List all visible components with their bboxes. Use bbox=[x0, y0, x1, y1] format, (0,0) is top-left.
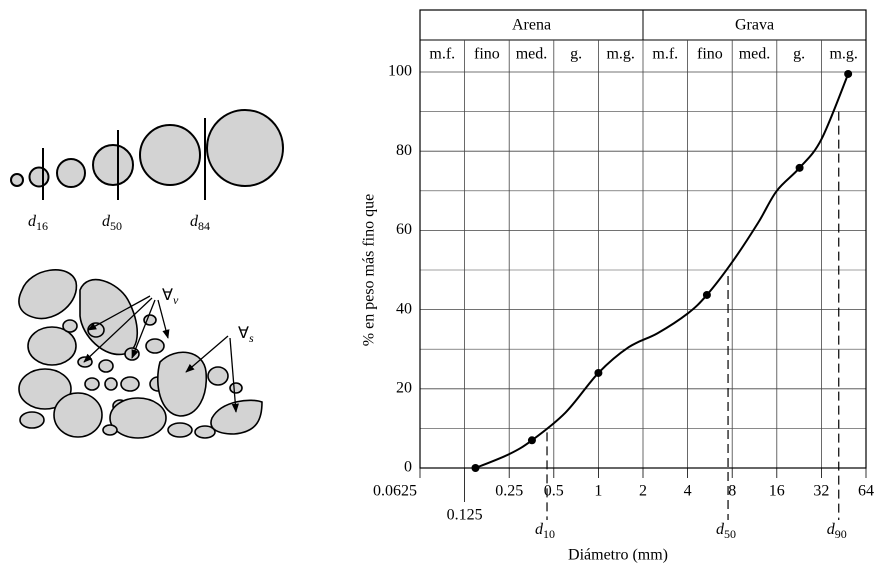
void-label: ∀v bbox=[162, 287, 179, 307]
data-point bbox=[844, 69, 853, 78]
class-label: m.g. bbox=[606, 46, 634, 63]
x-tick-label: 0.0625 bbox=[373, 483, 417, 500]
x-axis-label: Diámetro (mm) bbox=[568, 547, 668, 564]
x-tick-label: 64 bbox=[858, 483, 874, 500]
grain bbox=[10, 173, 24, 187]
size-illustration bbox=[10, 109, 284, 200]
y-tick-label: 0 bbox=[404, 459, 412, 476]
y-tick-label: 40 bbox=[396, 300, 412, 317]
curve bbox=[475, 73, 850, 469]
grain bbox=[92, 144, 134, 186]
ref-label: d90 bbox=[827, 521, 847, 541]
grain bbox=[139, 124, 201, 186]
size-label: d84 bbox=[190, 213, 210, 233]
x-tick-label: 4 bbox=[684, 483, 692, 500]
y-tick-label: 80 bbox=[396, 142, 412, 159]
x-tick-label: 1 bbox=[594, 483, 602, 500]
class-label: med. bbox=[516, 46, 548, 63]
class-label: m.g. bbox=[829, 46, 857, 63]
data-point bbox=[702, 290, 711, 299]
data-point bbox=[795, 163, 804, 172]
size-label: d16 bbox=[28, 213, 48, 233]
group-label: Grava bbox=[735, 17, 774, 34]
class-label: g. bbox=[793, 46, 805, 63]
plot-frame bbox=[419, 9, 867, 469]
class-label: fino bbox=[474, 46, 500, 63]
size-label: d50 bbox=[102, 213, 122, 233]
class-label: m.f. bbox=[652, 46, 678, 63]
plot: 0 20 40 60 80 100 Arena m.f. fino med. g. m.g. Grava… bbox=[373, 9, 874, 541]
ref-label: d50 bbox=[716, 521, 736, 541]
class-label: fino bbox=[697, 46, 723, 63]
y-tick-label: 60 bbox=[396, 221, 412, 238]
x-tick-label: 0.5 bbox=[544, 483, 564, 500]
grain bbox=[56, 158, 86, 188]
x-tick-label: 0.125 bbox=[447, 507, 483, 524]
grain bbox=[28, 166, 50, 188]
x-tick-label: 16 bbox=[769, 483, 785, 500]
class-label: g. bbox=[570, 46, 582, 63]
data-point bbox=[527, 436, 536, 445]
solid-label: ∀s bbox=[238, 325, 254, 345]
class-label: m.f. bbox=[429, 46, 455, 63]
y-tick-label: 100 bbox=[388, 63, 412, 80]
ref-label: d10 bbox=[535, 521, 555, 541]
class-label: med. bbox=[739, 46, 771, 63]
x-tick-label: 0.25 bbox=[495, 483, 523, 500]
y-axis-label: % en peso más fino que bbox=[361, 194, 378, 346]
y-tick-label: 20 bbox=[396, 379, 412, 396]
grain bbox=[206, 109, 284, 187]
soil-illustration bbox=[18, 269, 263, 439]
data-point bbox=[471, 464, 480, 472]
data-point bbox=[594, 368, 603, 377]
x-tick-label: 2 bbox=[639, 483, 647, 500]
x-tick-label: 32 bbox=[813, 483, 829, 500]
group-label: Arena bbox=[512, 17, 551, 34]
x-tick-label: 8 bbox=[728, 483, 736, 500]
